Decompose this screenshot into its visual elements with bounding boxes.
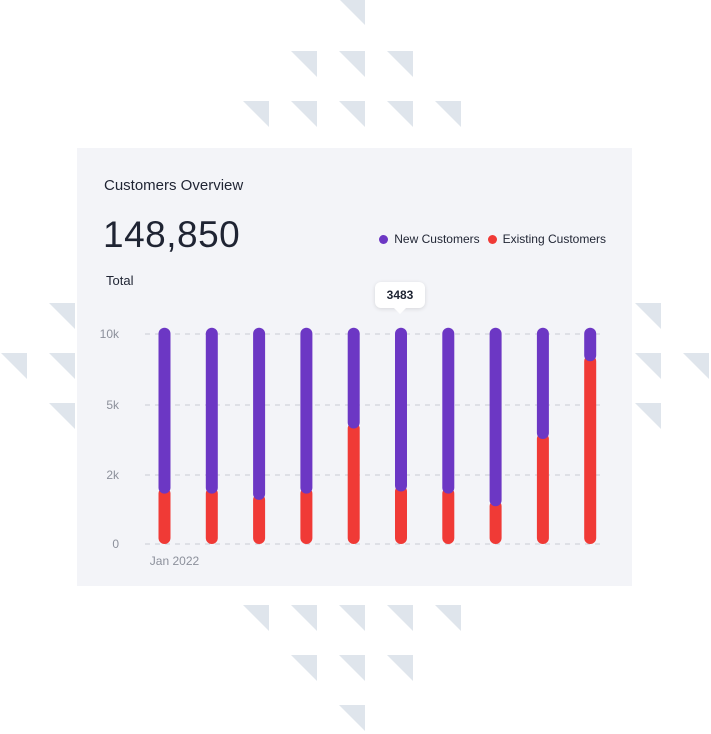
decorative-triangle — [387, 605, 413, 631]
decorative-triangle — [683, 353, 709, 379]
decorative-triangle — [387, 51, 413, 77]
bar-new-customers[interactable] — [205, 327, 218, 494]
bar-existing-customers[interactable] — [158, 487, 171, 544]
legend-item-existing-customers[interactable]: Existing Customers — [487, 232, 606, 246]
legend-dot-existing-customers — [487, 234, 497, 244]
y-tick-label: 0 — [112, 537, 119, 551]
decorative-triangle — [291, 101, 317, 127]
decorative-triangle — [435, 605, 461, 631]
legend-label: New Customers — [394, 232, 480, 246]
decorative-triangle — [49, 353, 75, 379]
bar-existing-customers[interactable] — [442, 487, 455, 544]
decorative-triangle — [243, 605, 269, 631]
bar-tooltip: 3483 — [375, 282, 425, 314]
decorative-triangle — [435, 101, 461, 127]
decorative-triangle — [291, 655, 317, 681]
chart-legend: New Customers Existing Customers — [371, 232, 606, 246]
bar-new-customers[interactable] — [442, 327, 455, 494]
bar-new-customers[interactable] — [395, 327, 407, 492]
card-title: Customers Overview — [104, 177, 244, 194]
decorative-triangle — [387, 101, 413, 127]
y-tick-label: 2k — [106, 468, 120, 482]
decorative-triangle — [339, 51, 365, 77]
customers-overview-card: Customers Overview 148,850 Total New Cus… — [77, 148, 632, 586]
bar-new-customers[interactable] — [253, 327, 266, 500]
decorative-triangle — [1, 353, 27, 379]
decorative-triangle — [291, 605, 317, 631]
decorative-triangle — [339, 705, 365, 731]
decorative-triangle — [635, 403, 661, 429]
decorative-triangle — [340, 0, 365, 25]
legend-label: Existing Customers — [502, 232, 606, 246]
bar-existing-customers[interactable] — [395, 485, 407, 545]
bar-new-customers[interactable] — [489, 327, 502, 507]
decorative-triangle — [635, 353, 661, 379]
bar-existing-customers[interactable] — [253, 493, 266, 544]
legend-item-new-customers[interactable]: New Customers — [379, 232, 480, 246]
bar-new-customers[interactable] — [584, 327, 597, 362]
decorative-triangle — [635, 303, 661, 329]
bar-existing-customers[interactable] — [205, 487, 218, 544]
x-tick-label: Jan 2022 — [150, 554, 200, 568]
decorative-triangle — [49, 403, 75, 429]
decorative-triangle — [387, 655, 413, 681]
y-tick-label: 5k — [106, 398, 120, 412]
decorative-triangle — [243, 101, 269, 127]
bar-new-customers[interactable] — [536, 327, 549, 439]
decorative-triangle — [339, 655, 365, 681]
y-tick-label: 10k — [100, 327, 120, 341]
bar-new-customers[interactable] — [347, 327, 360, 429]
legend-dot-new-customers — [379, 234, 389, 244]
decorative-triangle — [339, 101, 365, 127]
total-label: Total — [106, 273, 134, 288]
bar-existing-customers[interactable] — [584, 355, 597, 544]
bar-existing-customers[interactable] — [489, 500, 502, 544]
decorative-triangle — [291, 51, 317, 77]
bar-existing-customers[interactable] — [347, 422, 360, 545]
bar-new-customers[interactable] — [300, 327, 313, 494]
stacked-bar-chart: 0 2k 5k 10k Jan 2022 — [100, 327, 605, 568]
bar-existing-customers[interactable] — [300, 487, 313, 544]
decorative-triangle — [339, 605, 365, 631]
bar-new-customers[interactable] — [158, 327, 171, 494]
bar-existing-customers[interactable] — [536, 433, 549, 544]
decorative-triangle — [49, 303, 75, 329]
total-value: 148,850 — [103, 214, 241, 255]
